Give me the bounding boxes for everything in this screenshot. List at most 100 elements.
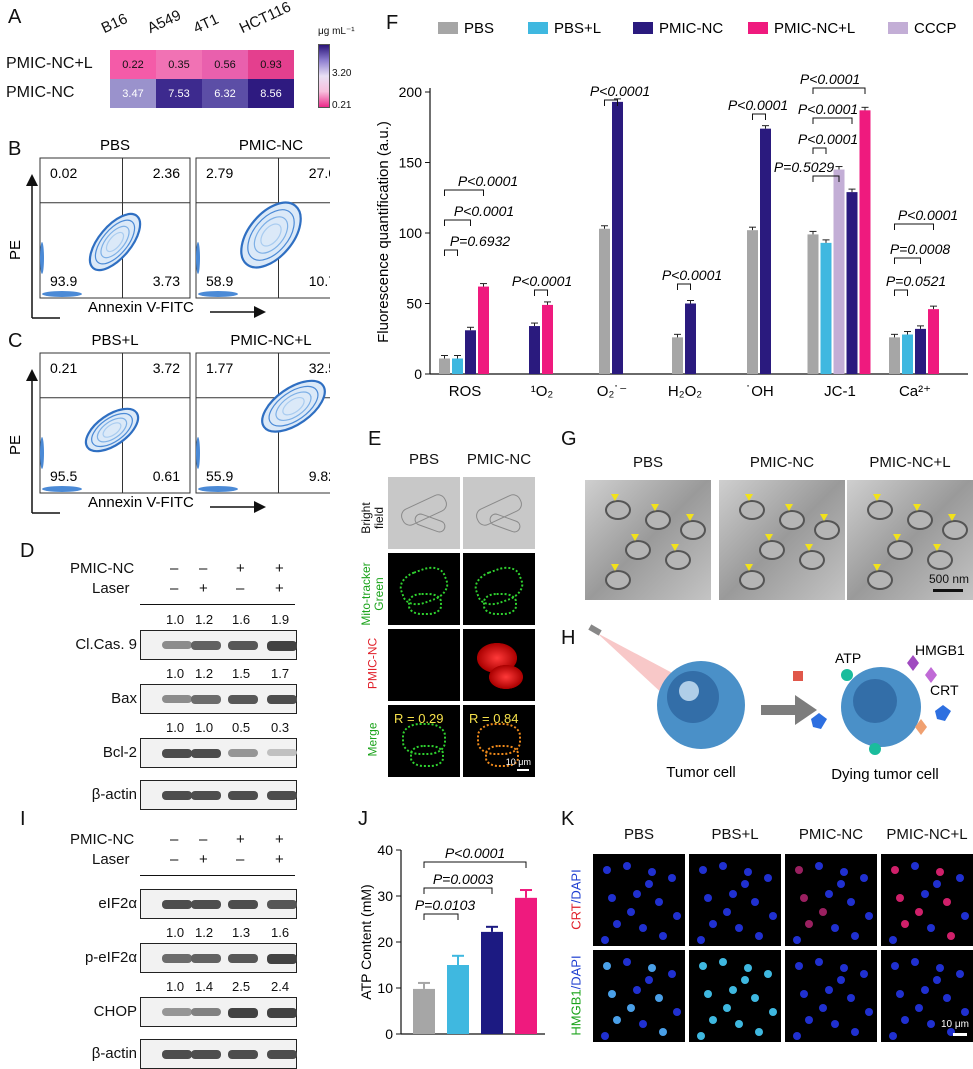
blot-quant-value: 1.0 <box>166 925 184 940</box>
microscopy-tile <box>388 477 460 549</box>
panel-a-heatmap: B16A5494T1HCT116PMIC-NC+L0.220.350.560.9… <box>0 0 370 125</box>
legend-swatch <box>528 22 548 34</box>
blot-strip <box>140 630 297 660</box>
blot-row-label: Laser <box>92 851 130 868</box>
cell-nucleus <box>947 932 955 940</box>
blot-protein-label: Bax <box>22 690 137 707</box>
cell-nucleus <box>956 970 964 978</box>
flow-plot: PMIC-NC2.7927.658.910.7 <box>196 137 330 298</box>
crt-molecule-icon <box>935 705 951 721</box>
cell-nucleus <box>927 1020 935 1028</box>
blot-quant-value: 2.5 <box>232 979 250 994</box>
cell-nucleus <box>865 1008 873 1016</box>
heatmap-column-label: 4T1 <box>191 11 222 37</box>
blot-quant-value: 1.0 <box>166 666 184 681</box>
cell-nucleus <box>699 962 707 970</box>
mitochondrion <box>645 510 671 530</box>
significance-bracket <box>424 888 492 894</box>
mitochondrion-arrow-icon <box>933 544 941 551</box>
y-tick-label: 100 <box>399 225 423 241</box>
blot-sign: – <box>170 560 178 577</box>
hmgb1-label: HMGB1 <box>915 642 965 658</box>
blot-quant-value: 1.5 <box>232 666 250 681</box>
mitochondrion <box>739 500 765 520</box>
blot-band <box>191 791 221 800</box>
flow-cluster-edge <box>42 486 82 492</box>
crt-label: CRT <box>930 682 959 698</box>
bar <box>821 243 832 374</box>
flow-quadrant-value: 0.02 <box>50 165 77 181</box>
cell-nucleus <box>889 936 897 944</box>
blot-band <box>228 1008 258 1018</box>
flow-quadrant-value: 32.5 <box>309 360 330 376</box>
mitochondrion <box>625 540 651 560</box>
blot-quant-value: 0.5 <box>232 720 250 735</box>
panel-i-western-blot: PMIC-NCLaser––++–+–+eIF2α1.01.21.31.6p-e… <box>0 808 350 1045</box>
flow-cluster-edge <box>196 242 200 274</box>
cell-nucleus <box>697 936 705 944</box>
row-label-part: DAPI <box>569 955 584 985</box>
cell-nucleus <box>741 976 749 984</box>
mitochondrion-arrow-icon <box>873 494 881 501</box>
cell-nucleus <box>795 866 803 874</box>
cell-nucleus <box>837 880 845 888</box>
blot-protein-label: CHOP <box>22 1003 137 1020</box>
legend-swatch <box>888 22 908 34</box>
cell-nucleus <box>889 1032 897 1040</box>
mitochondrion-arrow-icon <box>745 564 753 571</box>
cell-nucleus <box>633 890 641 898</box>
blot-protein-label: β-actin <box>22 786 137 803</box>
blot-sign: + <box>199 580 208 597</box>
cell-nucleus <box>793 936 801 944</box>
significance-bracket <box>424 914 458 920</box>
cell-nucleus <box>891 866 899 874</box>
mitochondrion <box>927 550 953 570</box>
cell-nucleus <box>936 868 944 876</box>
x-tick-label: JC-1 <box>824 383 856 400</box>
flow-quadrant-value: 0.61 <box>153 468 180 484</box>
blot-quant-value: 1.0 <box>166 979 184 994</box>
microscopy-tile: R = 0.29 <box>388 705 460 777</box>
flow-quadrant-value: 95.5 <box>50 468 77 484</box>
mitochondrion-arrow-icon <box>651 504 659 511</box>
bar <box>860 110 871 374</box>
bar <box>413 989 435 1034</box>
cell-nucleus <box>933 976 941 984</box>
heatmap-cell: 6.32 <box>202 79 248 108</box>
cell-nucleus <box>668 970 676 978</box>
cell-nucleus <box>764 874 772 882</box>
blot-sign: – <box>236 851 244 868</box>
microscopy-column-title: PBS <box>388 451 460 468</box>
flow-y-label: PE <box>7 240 24 260</box>
dying-cell-nucleus <box>853 679 897 723</box>
flow-cluster-edge <box>42 291 82 297</box>
microscopy-tile <box>463 477 535 549</box>
atp-molecule-icon <box>869 743 881 755</box>
blot-band <box>228 900 258 909</box>
flow-quadrant-value: 9.82 <box>309 468 330 484</box>
cell-nucleus <box>936 964 944 972</box>
p-value-label: P<0.0001 <box>798 101 858 117</box>
blot-divider <box>140 604 295 605</box>
heatmap-scale-unit: μg mL⁻¹ <box>318 26 355 37</box>
bar <box>889 337 900 374</box>
cell-nucleus <box>901 1016 909 1024</box>
cell-nucleus <box>627 908 635 916</box>
cell-nucleus <box>764 970 772 978</box>
flow-quadrant-value: 55.9 <box>206 468 233 484</box>
blot-divider <box>140 875 295 876</box>
blot-band <box>191 900 221 909</box>
bar <box>902 335 913 374</box>
bar <box>515 898 537 1034</box>
row-label-part: / <box>569 986 584 990</box>
blot-sign: + <box>275 831 284 848</box>
fluorescence-tile <box>593 854 685 946</box>
cell-nucleus <box>915 908 923 916</box>
blot-band <box>162 695 192 703</box>
cell-nucleus <box>603 866 611 874</box>
scale-bar-label: 10 μm <box>941 1019 969 1030</box>
cell-nucleus <box>741 880 749 888</box>
y-tick-label: 0 <box>414 366 422 382</box>
heatmap-cell: 3.47 <box>110 79 156 108</box>
significance-bracket <box>813 88 865 94</box>
